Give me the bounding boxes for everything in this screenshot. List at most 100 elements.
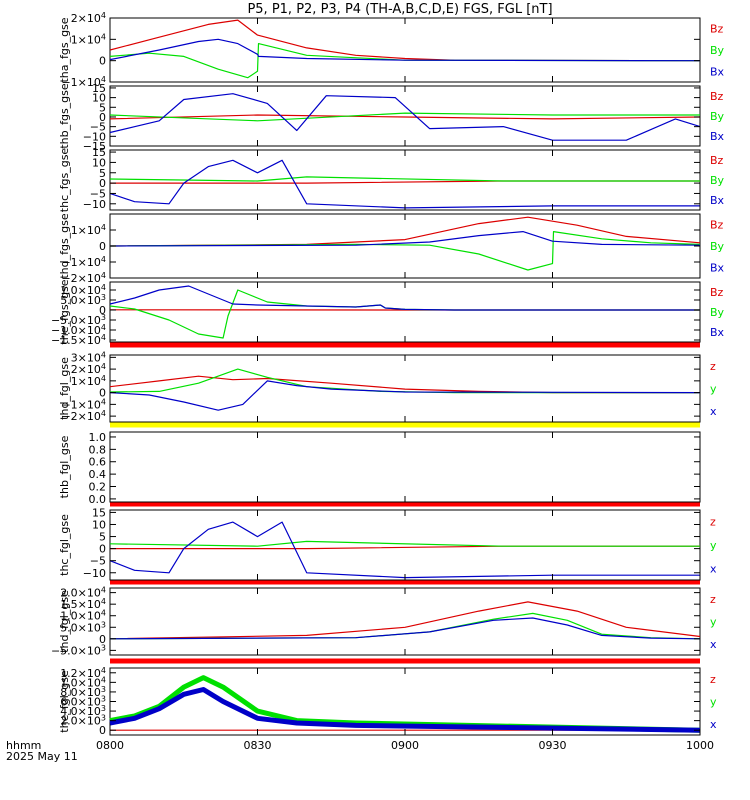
y-axis-label: thb_fgs_gse [58, 83, 71, 149]
footer-label: hhmm [6, 739, 41, 752]
legend-x: x [710, 638, 717, 651]
y-tick-label: 1×104 [71, 223, 106, 237]
y-tick-label: 4.0×103 [60, 704, 106, 718]
y-tick-label: 15 [92, 146, 106, 159]
series-bx-line [109, 231, 701, 247]
legend-bz: Bz [710, 154, 724, 167]
y-axis-label: the_fgl_gse [58, 670, 71, 733]
y-tick-label: 2.0×104 [60, 586, 106, 600]
series-by-line [109, 176, 700, 182]
legend-y: y [710, 383, 717, 396]
legend-bx: Bx [710, 261, 725, 274]
y-axis-label: thc_fgl_gse [58, 514, 71, 576]
y-tick-label: 15 [92, 82, 106, 95]
series-x-line [109, 521, 700, 579]
legend-z: z [710, 516, 716, 529]
y-tick-label: 1.0×104 [60, 675, 106, 689]
y-tick-label: 0 [99, 304, 106, 317]
y-tick-label: −1×104 [61, 255, 106, 269]
y-tick-label: −1×104 [61, 397, 106, 411]
y-tick-label: 6.0×103 [60, 695, 106, 709]
x-tick-label: 0830 [244, 739, 272, 752]
y-tick-label: 0 [99, 177, 106, 190]
y-tick-label: 2×104 [71, 11, 106, 25]
y-tick-label: 0 [99, 633, 106, 646]
series-bz-line [109, 114, 701, 120]
y-tick-label: 1.0×104 [60, 283, 106, 297]
y-tick-label: −1×104 [61, 75, 106, 89]
x-tick-label: 1000 [686, 739, 714, 752]
x-tick-label: 0930 [539, 739, 567, 752]
y-tick-label: 0 [99, 55, 106, 68]
legend-z: z [710, 593, 716, 606]
series-z-line [109, 601, 701, 640]
series-bx-line [109, 93, 701, 141]
y-tick-label: −10 [83, 130, 106, 143]
y-tick-label: −5 [90, 121, 106, 134]
series-by-line [109, 289, 700, 339]
series-x-line [109, 380, 701, 411]
y-tick-label: 0 [99, 387, 106, 400]
status-bar-2 [110, 501, 700, 507]
legend-bx: Bx [710, 326, 725, 339]
panel-8: 2.0×1041.5×1041.0×1045.0×1030−5.0×103thd… [51, 586, 717, 658]
footer-date: 2025 May 11 [6, 750, 78, 763]
legend-x: x [710, 562, 717, 575]
legend-bx: Bx [710, 130, 725, 143]
y-tick-label: 1.0×104 [60, 609, 106, 623]
x-tick-label: 0900 [391, 739, 419, 752]
y-tick-label: 5.0×103 [60, 620, 106, 634]
y-tick-label: −5 [90, 187, 106, 200]
status-bar-0 [110, 342, 700, 348]
series-by-line [109, 43, 701, 79]
x-tick-label: 0800 [96, 739, 124, 752]
y-tick-label: 5 [99, 531, 106, 544]
series-x-line [109, 687, 701, 733]
legend-z: z [710, 673, 716, 686]
y-tick-label: −10 [83, 567, 106, 580]
legend-y: y [710, 696, 717, 709]
legend-bx: Bx [710, 65, 725, 78]
series-y-line [109, 675, 701, 733]
y-axis-label: thd_fgl_gse [58, 590, 71, 653]
panel-9: 1.2×1041.0×1048.0×1036.0×1034.0×1032.0×1… [58, 666, 717, 752]
panel-frame [109, 431, 701, 503]
panel-6: 1.00.80.60.40.20.0 thb_fgl_gse [58, 431, 701, 506]
y-tick-label: 0 [99, 543, 106, 556]
y-tick-label: 8.0×103 [60, 685, 106, 699]
y-tick-label: 5 [99, 101, 106, 114]
y-tick-label: −2×104 [61, 271, 106, 285]
y-tick-label: 10 [92, 156, 106, 169]
series-bx-line [109, 38, 701, 62]
y-tick-label: 0.6 [89, 456, 107, 469]
y-tick-label: −5 [90, 555, 106, 568]
legend-by: By [710, 44, 725, 57]
y-tick-label: −2×104 [61, 409, 106, 423]
plot-title: P5, P1, P2, P3, P4 (TH-A,B,C,D,E) FGS, F… [247, 2, 552, 17]
y-axis-label: thb_fgl_gse [58, 435, 71, 498]
y-tick-label: 2×104 [71, 362, 106, 376]
y-tick-label: −1.5×104 [51, 333, 106, 347]
series-bz-line [109, 216, 701, 247]
legend-z: z [710, 360, 716, 373]
legend-by: By [710, 174, 725, 187]
status-bar-1 [110, 422, 700, 428]
legend-y: y [710, 539, 717, 552]
y-tick-label: 0 [99, 111, 106, 124]
legend-by: By [710, 240, 725, 253]
y-tick-label: 0.2 [89, 481, 107, 494]
y-tick-label: 0.8 [89, 443, 107, 456]
y-tick-label: −5.0×103 [51, 313, 106, 327]
y-tick-label: 1×104 [71, 374, 106, 388]
panel-4: 1.0×1045.0×1030−5.0×103−1.0×104−1.5×104t… [51, 279, 725, 347]
y-tick-label: 1.0 [89, 431, 107, 444]
y-tick-label: 0 [99, 724, 106, 737]
y-tick-label: 3×104 [71, 350, 106, 364]
y-tick-label: 1.2×104 [60, 666, 106, 680]
status-bar-3 [110, 579, 700, 585]
